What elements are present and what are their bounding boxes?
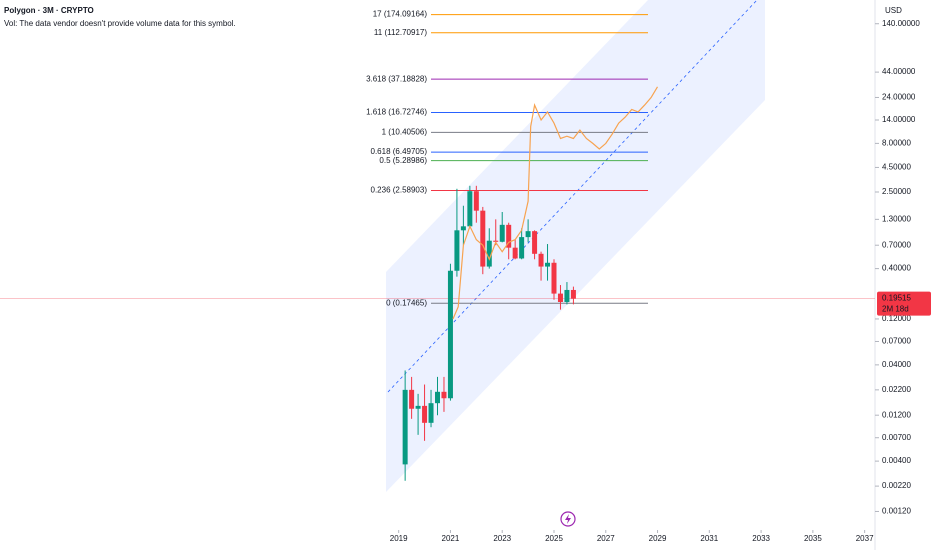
y-tick-label: 0.01200 xyxy=(882,410,911,419)
candle-body xyxy=(473,191,479,211)
candle-body xyxy=(532,231,538,254)
candle-body xyxy=(545,262,551,267)
x-tick-label: 2027 xyxy=(597,534,615,543)
x-tick-label: 2025 xyxy=(545,534,563,543)
price-tag xyxy=(877,291,931,316)
y-tick-label: 140.00000 xyxy=(882,19,920,28)
fib-label: 11 (112.70917) xyxy=(374,28,427,37)
fib-label: 0.5 (5.28986) xyxy=(379,156,427,165)
y-tick-label: 0.70000 xyxy=(882,240,911,249)
candle-body xyxy=(506,224,512,248)
y-tick-label: 0.40000 xyxy=(882,264,911,273)
candle-body xyxy=(460,226,466,231)
candle-body xyxy=(564,289,570,302)
candle-body xyxy=(441,391,447,399)
fib-label: 1 (10.40506) xyxy=(382,128,428,137)
candle-body xyxy=(447,270,453,399)
x-tick-label: 2019 xyxy=(390,534,408,543)
fib-label: 0 (0.17465) xyxy=(386,298,427,307)
fib-label: 0.236 (2.58903) xyxy=(371,186,428,195)
fib-label: 17 (174.09164) xyxy=(373,10,428,19)
y-tick-label: 0.04000 xyxy=(882,360,911,369)
event-icon[interactable] xyxy=(560,511,576,527)
candle-body xyxy=(519,237,525,259)
y-tick-label: 4.50000 xyxy=(882,163,911,172)
candle-body xyxy=(435,391,440,404)
x-tick-label: 2037 xyxy=(856,534,874,543)
x-tick-label: 2031 xyxy=(700,534,718,543)
x-tick-label: 2021 xyxy=(442,534,460,543)
candle-body xyxy=(422,405,428,423)
y-tick-label: 0.00220 xyxy=(882,481,911,490)
fib-label: 0.618 (6.49705) xyxy=(371,147,428,156)
y-tick-label: 1.30000 xyxy=(882,214,911,223)
y-tick-label: 0.02200 xyxy=(882,385,911,394)
price-tag-label: 0.19515 xyxy=(882,294,911,303)
y-tick-label: 0.12000 xyxy=(882,314,911,323)
y-tick-label: 0.00400 xyxy=(882,456,911,465)
overlay-line xyxy=(452,86,659,320)
candle-body xyxy=(409,389,415,409)
candle-body xyxy=(428,403,434,423)
x-tick-label: 2035 xyxy=(804,534,822,543)
y-axis-label: USD xyxy=(885,6,902,15)
subtitle: Vol: The data vendor doesn't provide vol… xyxy=(4,19,236,28)
y-tick-label: 8.00000 xyxy=(882,138,911,147)
candle-body xyxy=(415,405,421,409)
candle-body xyxy=(570,289,576,299)
countdown-label: 2M 18d xyxy=(882,305,909,314)
candle-body xyxy=(480,210,486,267)
candle-body xyxy=(512,247,518,259)
candle-body xyxy=(525,231,531,238)
fib-label: 1.618 (16.72746) xyxy=(366,108,427,117)
candle-body xyxy=(467,191,473,227)
y-tick-label: 24.00000 xyxy=(882,93,916,102)
y-tick-label: 2.50000 xyxy=(882,187,911,196)
x-tick-label: 2029 xyxy=(649,534,667,543)
candle-body xyxy=(493,240,499,242)
candle-body xyxy=(538,253,544,267)
y-tick-label: 0.00120 xyxy=(882,507,911,516)
y-tick-label: 44.00000 xyxy=(882,67,916,76)
chart-title: Polygon · 3M · CRYPTO xyxy=(4,6,94,15)
y-tick-label: 14.00000 xyxy=(882,115,916,124)
candle-body xyxy=(551,262,557,294)
candle-body xyxy=(499,224,505,242)
fib-label: 3.618 (37.18828) xyxy=(366,74,427,83)
candle-body xyxy=(454,230,460,271)
candle-body xyxy=(557,293,563,302)
y-tick-label: 0.07000 xyxy=(882,337,911,346)
x-tick-label: 2023 xyxy=(493,534,511,543)
x-tick-label: 2033 xyxy=(752,534,770,543)
candle-body xyxy=(486,240,492,267)
candle-body xyxy=(402,389,408,465)
y-tick-label: 0.00700 xyxy=(882,433,911,442)
channel xyxy=(386,0,765,492)
